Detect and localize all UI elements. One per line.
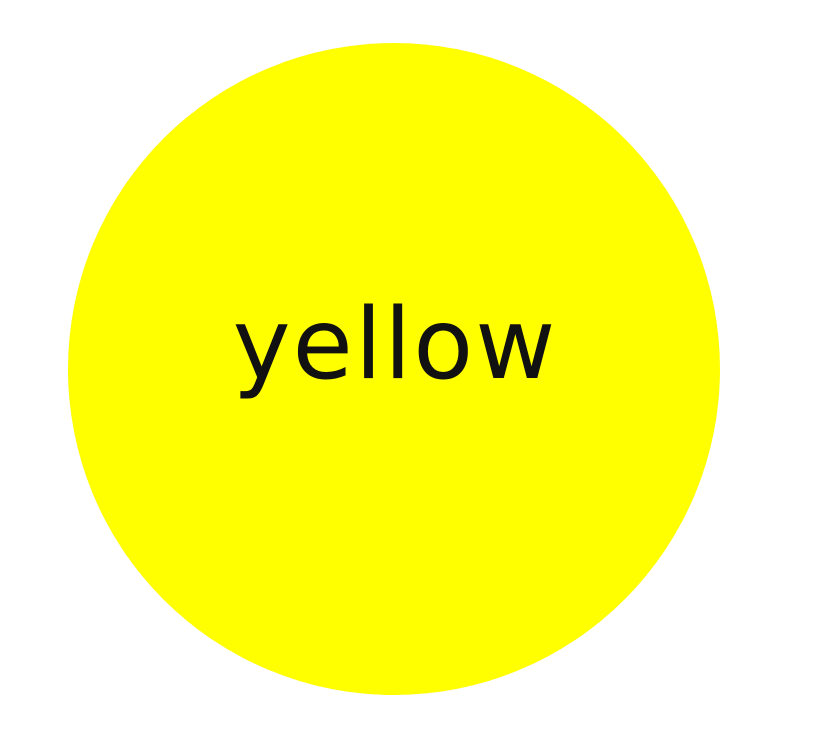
yellow-circle [68,43,720,695]
color-label: yellow [232,288,558,402]
